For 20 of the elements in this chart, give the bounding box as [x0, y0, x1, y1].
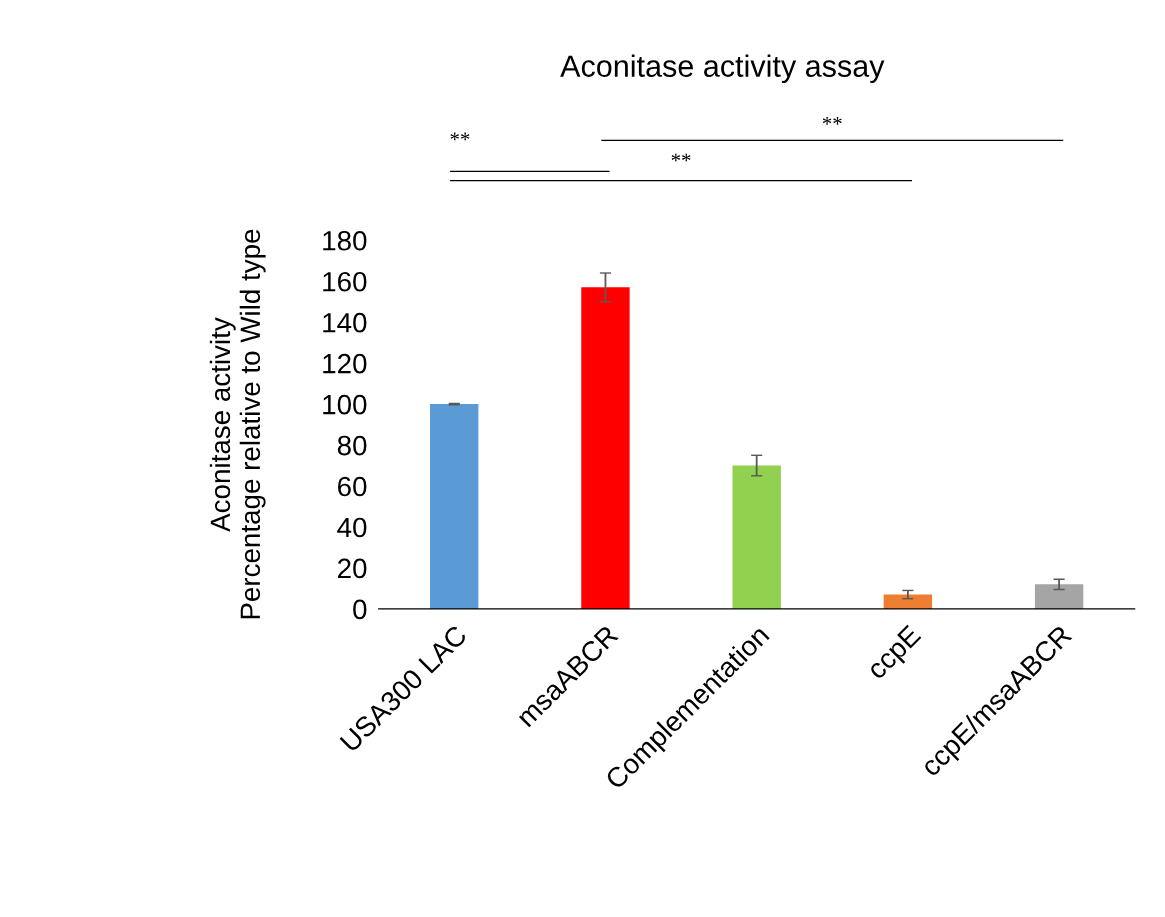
y-tick-label: 160	[323, 271, 367, 292]
bar	[732, 465, 781, 609]
y-tick-label: 180	[323, 230, 367, 251]
y-axis-title: Aconitase activity Percentage relative to Wild type	[209, 229, 266, 619]
bar	[883, 594, 933, 609]
text: **	[450, 132, 470, 141]
y-tick-label: 40	[337, 517, 367, 538]
bar	[1034, 584, 1084, 609]
y-tick-label: 100	[323, 394, 367, 415]
y-tick-label: 60	[338, 476, 367, 497]
y-tick-label: 20	[338, 558, 367, 579]
text: **	[671, 153, 691, 162]
text: **	[822, 117, 842, 125]
y-tick-label: 120	[323, 353, 367, 374]
chart-title: Aconitase activity assay	[560, 54, 885, 84]
bar	[430, 404, 479, 609]
y-tick-label: 80	[337, 435, 367, 456]
y-tick-label: 0	[353, 599, 367, 620]
y-tick-label: 140	[323, 312, 367, 333]
bar	[581, 287, 630, 609]
